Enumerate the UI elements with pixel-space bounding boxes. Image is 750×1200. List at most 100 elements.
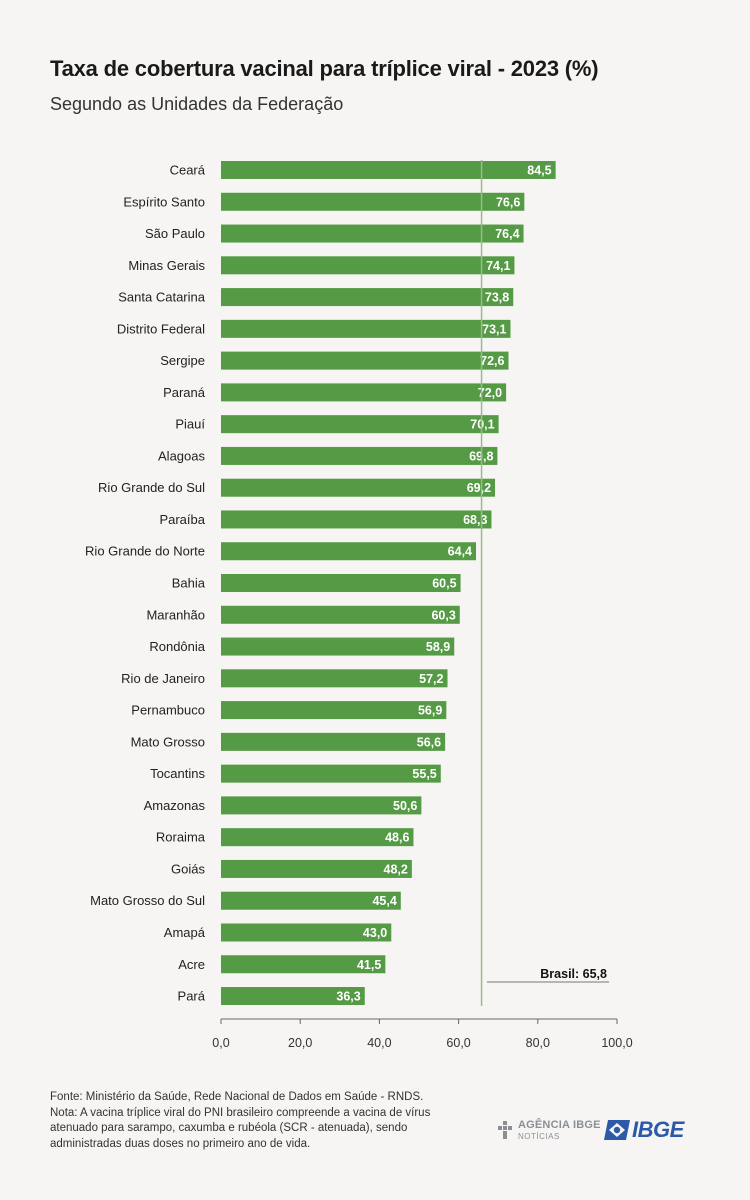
value-label: 60,3 [431,608,455,622]
bar [221,955,386,974]
bar [221,605,460,624]
category-label: Mato Grosso [131,734,205,749]
value-label: 55,5 [412,767,436,781]
value-label: 56,6 [417,735,441,749]
bar [221,161,556,179]
bar [221,383,507,402]
category-label: Pará [178,989,206,1004]
value-label: 58,9 [426,640,450,654]
category-label: Roraima [156,830,206,845]
category-label: Paraíba [159,512,205,527]
category-label: Amapá [164,925,206,940]
agencia-ibge-text: AGÊNCIA IBGE [518,1119,601,1131]
value-label: 72,0 [478,386,502,400]
value-label: 48,6 [385,831,409,845]
x-tick-label: 60,0 [446,1036,470,1050]
ibge-logo-text: IBGE [632,1117,684,1142]
bar-chart: Ceará 84,5 Espírito Santo 76,6 São Paulo 76,4… [85,160,633,1050]
source-note: Fonte: Ministério da Saúde, Rede Naciona… [50,1091,424,1103]
category-label: Espírito Santo [123,194,205,209]
bar [221,732,446,751]
category-label: Piauí [175,417,205,432]
category-label: Alagoas [158,448,205,463]
value-label: 43,0 [363,926,387,940]
category-label: Amazonas [144,798,206,813]
category-label: Sergipe [160,353,205,368]
category-label: Maranhão [146,607,205,622]
category-label: Acre [178,957,205,972]
bar [221,987,365,1006]
category-label: Goiás [171,861,205,876]
chart-subtitle: Segundo as Unidades da Federação [50,94,344,114]
value-label: 69,2 [467,481,491,495]
footer: Fonte: Ministério da Saúde, Rede Naciona… [50,1090,470,1152]
x-tick-label: 80,0 [526,1036,550,1050]
bar [221,351,509,370]
x-tick-label: 20,0 [288,1036,312,1050]
value-label: 74,1 [486,259,510,273]
value-label: 48,2 [384,862,408,876]
value-label: 50,6 [393,799,417,813]
value-label: 60,5 [432,577,456,591]
chart-title: Taxa de cobertura vacinal para tríplice … [50,56,599,81]
bar [221,446,498,465]
value-label: 56,9 [418,704,442,718]
category-label: São Paulo [145,226,205,241]
category-label: Rio de Janeiro [121,671,205,686]
value-label: 70,1 [470,418,494,432]
category-label: Pernambuco [131,703,205,718]
category-label: Distrito Federal [117,321,205,336]
value-label: 45,4 [372,894,396,908]
bar [221,637,455,656]
value-label: 73,8 [485,291,509,305]
category-label: Rondônia [149,639,205,654]
bar [221,701,447,720]
value-label: 68,3 [463,513,487,527]
ibge-flag-logo-icon [604,1120,630,1140]
category-label: Paraná [163,385,206,400]
agencia-ibge-logo-icon [498,1121,512,1139]
bar [221,319,511,338]
x-tick-label: 100,0 [601,1036,632,1050]
bar [221,764,441,783]
bar [221,669,448,688]
x-tick-label: 40,0 [367,1036,391,1050]
category-label: Mato Grosso do Sul [90,893,205,908]
category-label: Tocantins [150,766,205,781]
bar [221,510,492,529]
value-label: 84,5 [527,164,551,178]
category-label: Santa Catarina [118,290,205,305]
bar [221,542,477,561]
ibge-logo: IBGE [604,1116,704,1146]
bar [221,574,461,593]
value-label: 76,6 [496,195,520,209]
bar [221,288,514,307]
category-label: Rio Grande do Sul [98,480,205,495]
bar [221,224,524,243]
value-label: 73,1 [482,322,506,336]
reference-label: Brasil: 65,8 [540,967,607,981]
value-label: 57,2 [419,672,443,686]
bar [221,859,412,878]
agencia-noticias-text: NOTÍCIAS [518,1132,560,1141]
bar [221,891,401,910]
bar [221,478,496,497]
methodology-note: Nota: A vacina tríplice viral do PNI bra… [50,1106,431,1150]
value-label: 76,4 [495,227,519,241]
x-tick-label: 0,0 [212,1036,229,1050]
bar [221,923,392,942]
bar [221,796,422,815]
category-label: Minas Gerais [128,258,205,273]
value-label: 36,3 [336,990,360,1004]
category-label: Ceará [170,163,206,178]
bar [221,256,515,275]
category-label: Bahia [172,576,206,591]
category-label: Rio Grande do Norte [85,544,205,559]
value-label: 72,6 [480,354,504,368]
value-label: 41,5 [357,958,381,972]
logos: AGÊNCIA IBGE NOTÍCIAS IBGE [496,1116,706,1146]
value-label: 64,4 [448,545,472,559]
bar [221,192,525,211]
bar [221,415,499,434]
bar [221,828,414,847]
